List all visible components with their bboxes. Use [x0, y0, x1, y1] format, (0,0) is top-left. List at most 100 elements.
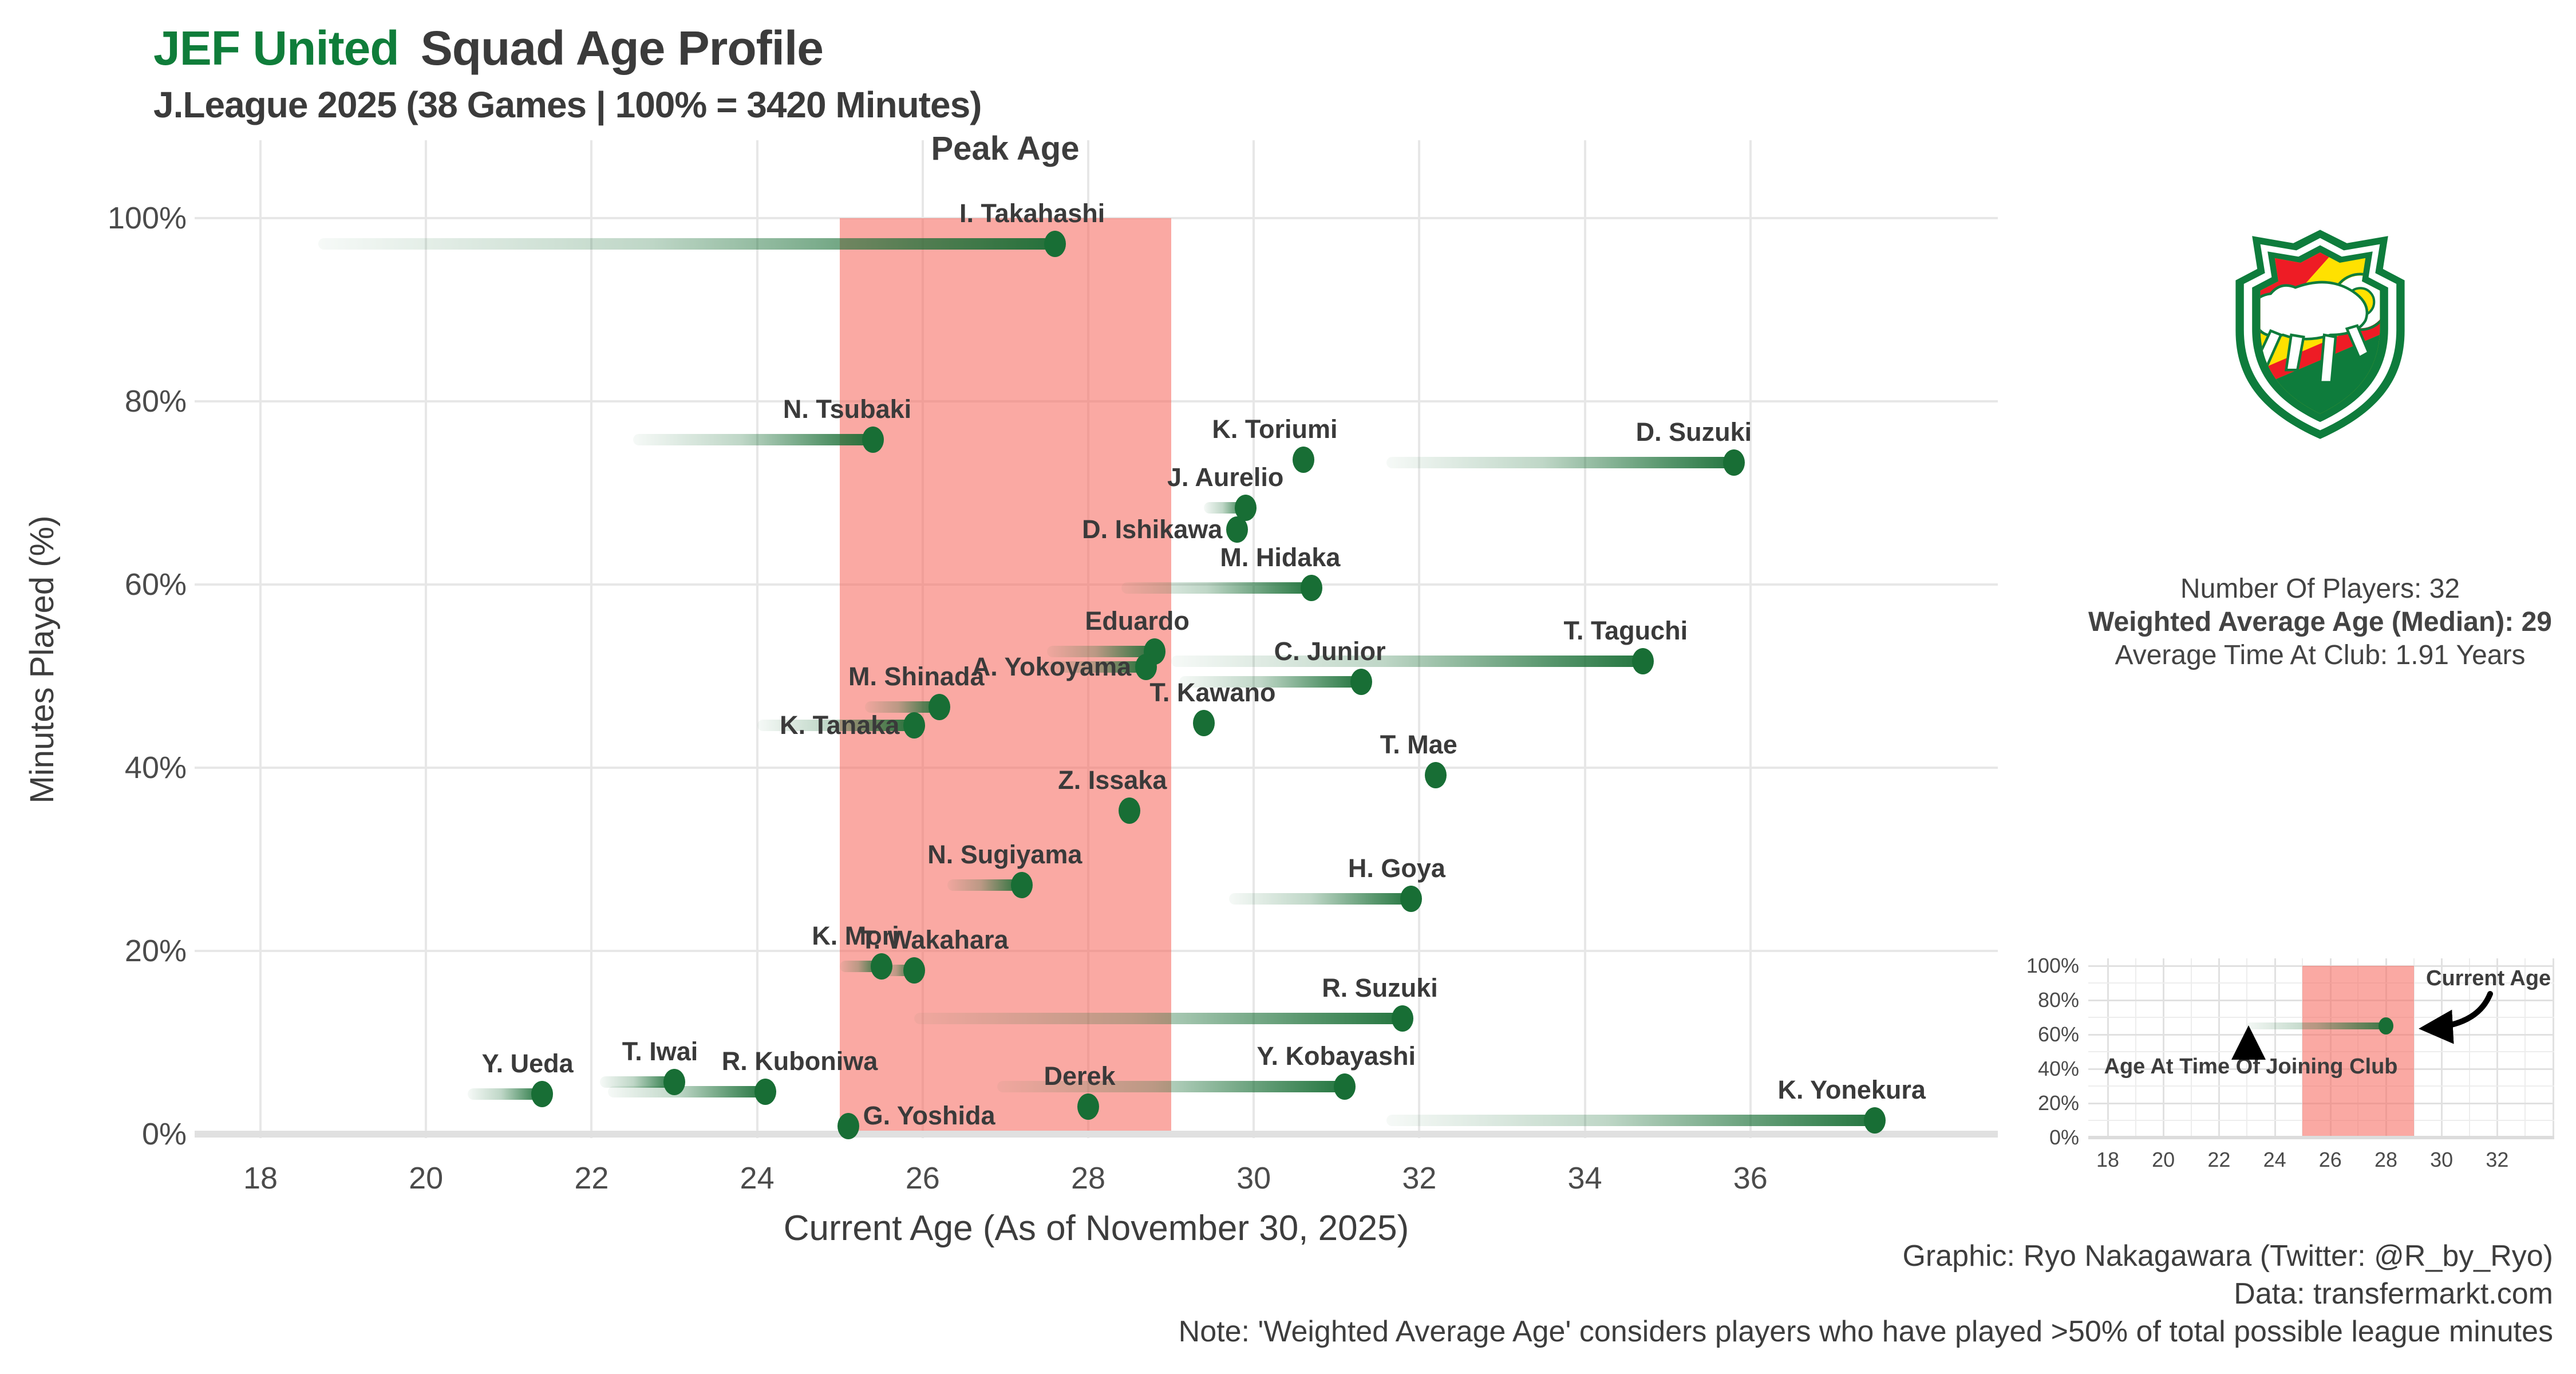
x-tick-label: 30	[1236, 1161, 1271, 1195]
player-dot	[1011, 871, 1033, 898]
x-tick-label: 34	[1567, 1161, 1602, 1195]
player-dot	[1234, 494, 1257, 521]
y-tick-label: 0%	[141, 1117, 187, 1151]
player-dot	[1292, 447, 1314, 473]
player-dot	[1400, 885, 1422, 912]
credit-data-source: Data: transfermarkt.com	[2234, 1277, 2553, 1310]
player-name-label: K. Mori	[812, 921, 899, 951]
inset-y-tick-label: 60%	[2037, 1022, 2079, 1046]
inset-x-gridline	[2552, 958, 2554, 1139]
player-name-label: Y. Kobayashi	[1257, 1041, 1416, 1071]
inset-example-dot	[2379, 1017, 2393, 1035]
player-dot	[1135, 654, 1157, 680]
player-name-label: M. Hidaka	[1220, 543, 1341, 572]
player-name-label: M. Shinada	[848, 662, 985, 692]
player-name-label: D. Suzuki	[1635, 417, 1752, 447]
inset-example-tail	[2247, 1022, 2386, 1029]
player-name-label: T. Mae	[1380, 729, 1457, 759]
player-tenure-tail	[467, 1088, 542, 1100]
player-tenure-tail	[947, 879, 1022, 891]
inset-x-tick-label: 18	[2096, 1148, 2120, 1171]
player-name-label: D. Ishikawa	[1082, 515, 1223, 544]
inset-x-tick-label: 26	[2318, 1148, 2342, 1171]
squad-stats: Number Of Players: 32 Weighted Average A…	[2034, 572, 2576, 672]
inset-x-gridline	[2163, 958, 2165, 1139]
player-name-label: I. Takahashi	[959, 198, 1105, 228]
player-tenure-tail	[1171, 656, 1643, 668]
player-name-label: Eduardo	[1085, 606, 1190, 635]
player-tenure-tail	[1386, 457, 1734, 469]
peak-age-band	[840, 218, 1171, 1137]
crest-shield-icon	[2235, 230, 2405, 439]
player-tenure-tail	[997, 1080, 1345, 1092]
player-dot	[1350, 668, 1373, 695]
page-subtitle: J.League 2025 (38 Games | 100% = 3420 Mi…	[153, 84, 982, 125]
stat-weighted-average-age: Weighted Average Age (Median): 29	[2088, 607, 2552, 637]
player-dot	[1863, 1107, 1886, 1134]
player-dot	[1425, 761, 1447, 788]
x-gridline	[1253, 140, 1255, 1138]
x-gridline	[425, 140, 428, 1138]
player-dot	[1226, 516, 1249, 543]
y-tick-label: 100%	[107, 201, 187, 235]
x-gridline	[1583, 140, 1586, 1138]
player-name-label: R. Kuboniwa	[721, 1047, 878, 1076]
player-tenure-tail	[1386, 1115, 1875, 1126]
player-tenure-tail	[633, 434, 874, 446]
player-name-label: Z. Issaka	[1058, 765, 1167, 795]
player-dot	[1631, 648, 1654, 675]
y-tick-label: 40%	[124, 751, 187, 785]
peak-age-label: Peak Age	[931, 130, 1080, 167]
player-dot	[1044, 230, 1066, 257]
x-tick-label: 26	[905, 1161, 940, 1195]
player-name-label: N. Sugiyama	[927, 839, 1082, 869]
credit-graphic: Graphic: Ryo Nakagawara (Twitter: @R_by_…	[1902, 1239, 2553, 1273]
player-dot	[1334, 1073, 1356, 1100]
player-name-label: H. Goya	[1348, 853, 1445, 883]
player-dot	[1722, 449, 1745, 476]
player-dot	[531, 1080, 553, 1107]
inset-x-gridline	[2524, 958, 2526, 1139]
inset-x-gridline	[2413, 958, 2415, 1139]
player-name-label: N. Tsubaki	[783, 394, 912, 424]
player-name-label: T. Wakahara	[860, 925, 1009, 954]
x-tick-label: 36	[1733, 1161, 1768, 1195]
credit-note: Note: 'Weighted Average Age' considers p…	[1178, 1315, 2553, 1348]
x-gridline	[756, 140, 758, 1138]
player-name-label: K. Toriumi	[1212, 414, 1338, 444]
inset-x-gridline	[2218, 958, 2221, 1139]
club-name-text: JEF United	[153, 21, 400, 75]
player-name-label: K. Yonekura	[1777, 1075, 1926, 1104]
inset-x-tick-label: 24	[2263, 1148, 2286, 1171]
player-tenure-tail	[599, 1076, 674, 1088]
player-name-label: C. Junior	[1274, 636, 1386, 666]
player-tenure-tail	[1046, 645, 1155, 657]
player-name-label: A. Yokoyama	[971, 652, 1132, 681]
player-name-label: K. Tanaka	[780, 710, 900, 740]
player-dot	[1193, 709, 1215, 736]
inset-x-tick-label: 20	[2152, 1148, 2175, 1171]
player-dot	[1301, 575, 1323, 602]
inset-y-tick-label: 100%	[2026, 954, 2079, 977]
player-dot	[862, 427, 884, 453]
inset-x-tick-label: 22	[2207, 1148, 2231, 1171]
player-dot	[1392, 1005, 1414, 1032]
x-gridline	[1418, 140, 1421, 1138]
x-tick-label: 24	[740, 1161, 775, 1195]
y-tick-label: 80%	[124, 384, 187, 418]
x-gridline	[1749, 140, 1752, 1138]
title-text: Squad Age Profile	[420, 21, 824, 75]
x-gridline	[590, 140, 593, 1138]
player-dot	[1077, 1093, 1099, 1120]
inset-x-gridline	[2135, 958, 2136, 1139]
inset-x-gridline	[2107, 958, 2109, 1139]
player-name-label: R. Suzuki	[1322, 973, 1438, 1003]
player-name-label: T. Kawano	[1149, 677, 1276, 707]
y-tick-label: 20%	[124, 934, 187, 968]
inset-x-gridline	[2468, 958, 2470, 1139]
player-tenure-tail	[1046, 661, 1147, 673]
inset-x-gridline	[2190, 958, 2192, 1139]
